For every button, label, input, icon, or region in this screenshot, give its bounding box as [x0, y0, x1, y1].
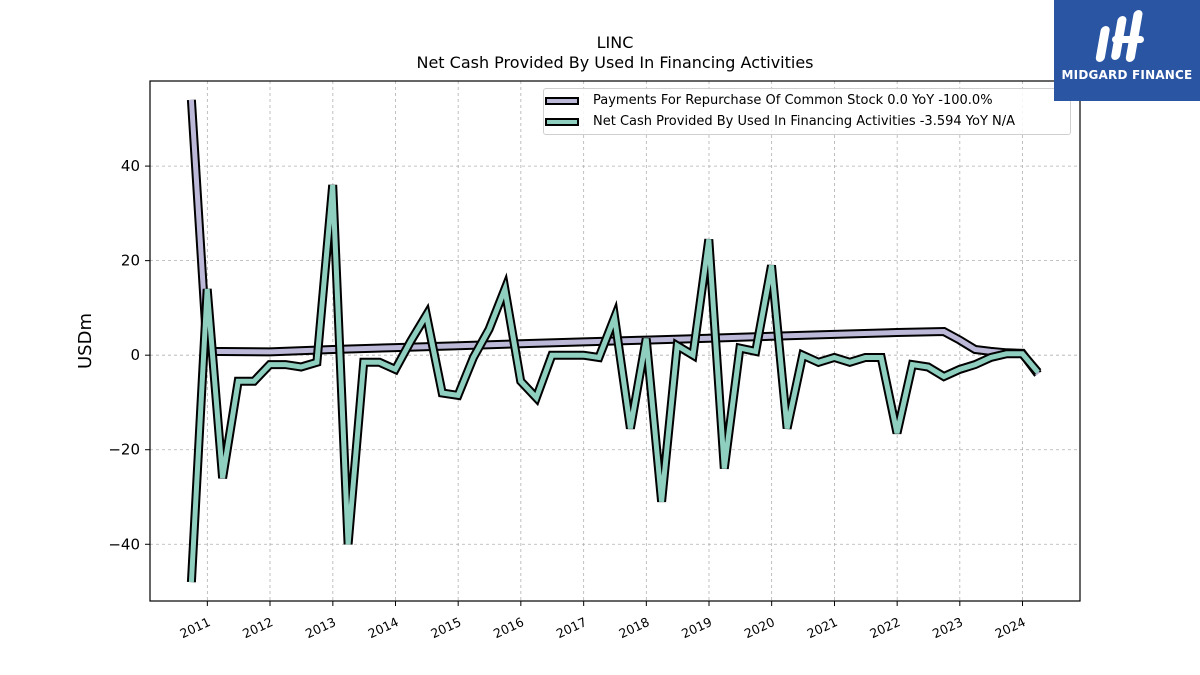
series-layer	[186, 99, 1042, 583]
legend-label-financing: Net Cash Provided By Used In Financing A…	[593, 114, 1016, 129]
grid	[150, 81, 1080, 601]
logo-mark-icon	[1095, 10, 1144, 62]
x-tick-label: 2012	[240, 614, 275, 641]
x-tick-label: 2015	[428, 614, 463, 641]
y-tick-label: 40	[121, 157, 140, 175]
x-tick-label: 2016	[491, 614, 526, 641]
y-tick-label: 20	[121, 252, 140, 270]
x-tick-label: 2020	[742, 614, 777, 641]
y-tick-label: −20	[108, 441, 140, 459]
x-tick-label: 2022	[867, 614, 902, 641]
x-tick-label: 2014	[366, 614, 401, 641]
x-tick-label: 2024	[993, 614, 1028, 641]
x-tick-label: 2019	[679, 614, 714, 641]
midgard-finance-logo: MIDGARD FINANCE	[1054, 0, 1200, 101]
series-outline-1	[186, 184, 1042, 583]
y-tick-label: −40	[108, 535, 140, 553]
y-tick-label: 0	[130, 346, 140, 364]
chart-title: LINC	[596, 33, 634, 52]
y-axis-label: USDm	[75, 313, 96, 369]
x-tick-label: 2018	[616, 614, 651, 641]
legend-label-repurchase: Payments For Repurchase Of Common Stock …	[593, 93, 993, 108]
legend: Payments For Repurchase Of Common Stock …	[543, 88, 1071, 135]
series-line-1	[188, 184, 1040, 583]
x-tick-label: 2017	[554, 614, 589, 641]
x-tick-label: 2021	[805, 614, 840, 641]
chart-subtitle: Net Cash Provided By Used In Financing A…	[416, 53, 814, 72]
axes-frame	[149, 80, 1081, 602]
legend-swatch-financing	[545, 118, 579, 126]
logo-text: MIDGARD FINANCE	[1061, 68, 1193, 82]
x-tick-label: 2011	[177, 614, 212, 641]
x-tick-label: 2013	[303, 614, 338, 641]
x-tick-label: 2023	[930, 614, 965, 641]
legend-swatch-repurchase	[545, 97, 579, 105]
